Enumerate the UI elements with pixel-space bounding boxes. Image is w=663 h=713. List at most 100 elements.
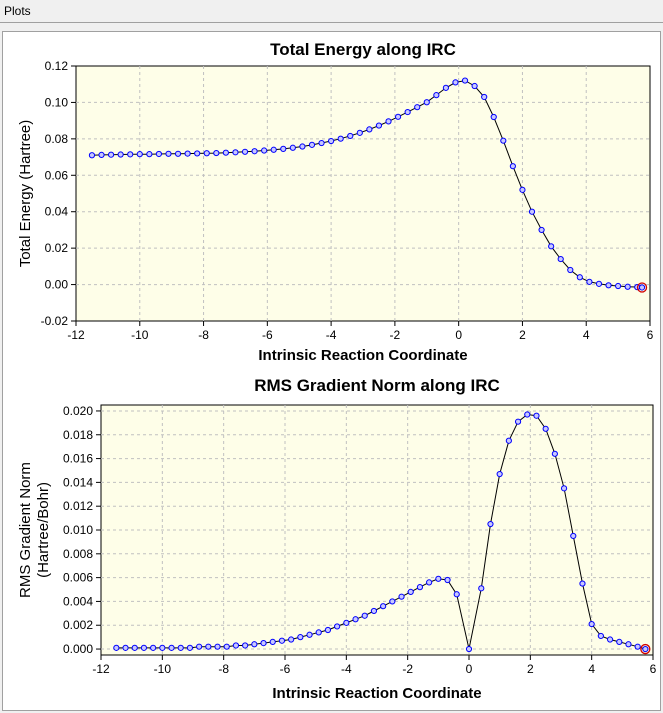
chart1-point <box>174 150 182 157</box>
chart1-point <box>232 149 239 156</box>
chart1-point <box>88 152 96 159</box>
chart1-point <box>576 274 583 281</box>
chart1-point <box>433 92 440 99</box>
chart1-point <box>385 118 392 125</box>
chart1-point <box>461 77 469 84</box>
chart1-point <box>318 139 325 147</box>
chart1-point <box>184 150 191 157</box>
chart1-point <box>117 151 124 158</box>
chart1-point <box>155 150 163 158</box>
chart1-point <box>194 150 201 157</box>
chart1-point <box>471 82 478 90</box>
chart1-x-tick-label: -12 <box>67 328 85 342</box>
chart2-y-tick-label: 0.006 <box>63 571 93 585</box>
chart1-x-tick-label: -6 <box>262 328 273 342</box>
chart1-point <box>107 151 115 158</box>
chart1-point <box>481 93 488 101</box>
chart1-point <box>241 148 249 155</box>
chart1-y-tick-label: 0.06 <box>45 168 69 182</box>
plots-svg: -12 -10 -8 -6 -4 -2 0 2 4 6 -0.02 0.00 0.02 0.04 0.06 0… <box>17 40 657 702</box>
chart1-endpoint-marker <box>636 282 648 293</box>
chart2-x-tick-label: -4 <box>341 662 352 676</box>
chart2-point <box>505 437 512 444</box>
chart1-point <box>595 280 603 287</box>
chart2-x-tick-label: 2 <box>527 662 534 676</box>
chart2-x-tick-label: -6 <box>280 662 291 676</box>
chart1-y-tick-label: -0.02 <box>41 314 69 328</box>
chart1-x-tick-label: 2 <box>519 328 526 342</box>
chart2-point <box>435 575 442 582</box>
chart2-point <box>214 643 221 650</box>
plots-canvas: -12 -10 -8 -6 -4 -2 0 2 4 6 -0.02 0.00 0.02 0.04 0.06 0… <box>2 31 661 711</box>
chart1-point <box>308 141 316 148</box>
chart2-x-tick-label: -2 <box>402 662 413 676</box>
chart1-xlabel: Intrinsic Reaction Coordinate <box>258 347 467 364</box>
chart2-point <box>150 644 157 651</box>
chart1-x-tick-label: -4 <box>326 328 337 342</box>
chart1-point <box>557 255 564 263</box>
chart2-point <box>168 644 175 651</box>
chart2-point <box>159 644 166 651</box>
chart1-point <box>98 151 105 158</box>
chart2-point <box>370 607 378 615</box>
chart2-point <box>361 612 368 619</box>
chart2-point <box>343 619 350 626</box>
chart2-point <box>288 636 295 643</box>
chart1-point <box>127 151 134 158</box>
chart1-point <box>337 135 344 142</box>
chart1-point <box>638 284 646 291</box>
chart2-point <box>334 623 341 630</box>
chart1-point <box>356 129 363 136</box>
chart2-y-tick-label: 0.020 <box>63 404 93 418</box>
chart2-endpoint-marker <box>640 643 651 655</box>
chart1-point <box>442 84 450 91</box>
chart1-point <box>414 104 421 111</box>
chart1-point <box>452 79 459 86</box>
chart2-point <box>380 603 387 610</box>
chart2-point <box>625 641 632 648</box>
chart1-point <box>251 148 258 155</box>
plots-tab[interactable]: Plots <box>0 0 663 22</box>
chart2-point <box>242 642 249 649</box>
chart1-point <box>222 149 229 156</box>
chart2-y-tick-label: 0.004 <box>63 594 93 608</box>
chart2-point <box>588 620 595 628</box>
chart2-point <box>426 579 433 586</box>
chart2-point <box>186 644 194 651</box>
chart2-point <box>551 450 558 457</box>
chart1-point <box>347 132 354 140</box>
chart1-y-tick-label: 0.02 <box>45 241 69 255</box>
chart2-point <box>533 412 540 419</box>
chart1-point <box>528 208 536 215</box>
chart1-point <box>270 146 277 153</box>
chart1-y-tick-label: 0.04 <box>45 205 69 219</box>
chart1-point <box>586 278 593 285</box>
chart2-x-tick-label: 0 <box>466 662 473 676</box>
chart2-point <box>260 639 267 647</box>
chart2-point <box>232 642 240 649</box>
chart2-point <box>496 470 503 478</box>
chart2-title: RMS Gradient Norm along IRC <box>254 376 500 395</box>
chart1-point <box>538 226 545 234</box>
chart1-point <box>375 122 383 129</box>
chart2-point <box>389 598 396 605</box>
chart1-y-tick-label: 0.00 <box>45 278 69 292</box>
chart2-y-tick-label: 0.000 <box>63 642 93 656</box>
chart2-x-tick-label: 4 <box>588 662 595 676</box>
chart2-point <box>616 638 623 646</box>
chart1-y-tick-label: 0.12 <box>45 59 69 73</box>
chart2-y-tick-label: 0.014 <box>63 475 93 489</box>
chart2-point <box>223 643 230 650</box>
chart2-point <box>634 643 641 650</box>
chart2: -12 -10 -8 -6 -4 -2 0 2 4 6 0.000 0.002 0.004 0.006 0.… <box>17 376 657 702</box>
plots-tab-label: Plots <box>4 4 31 18</box>
chart2-y-tick-label: 0.018 <box>63 428 93 442</box>
chart1-point <box>299 143 306 150</box>
chart2-point <box>297 634 304 641</box>
chart2-point <box>324 626 332 634</box>
chart2-point <box>140 644 148 651</box>
chart2-point <box>278 637 286 644</box>
chart2-point <box>416 584 424 591</box>
chart1-point <box>203 150 210 157</box>
chart2-point <box>453 591 460 598</box>
